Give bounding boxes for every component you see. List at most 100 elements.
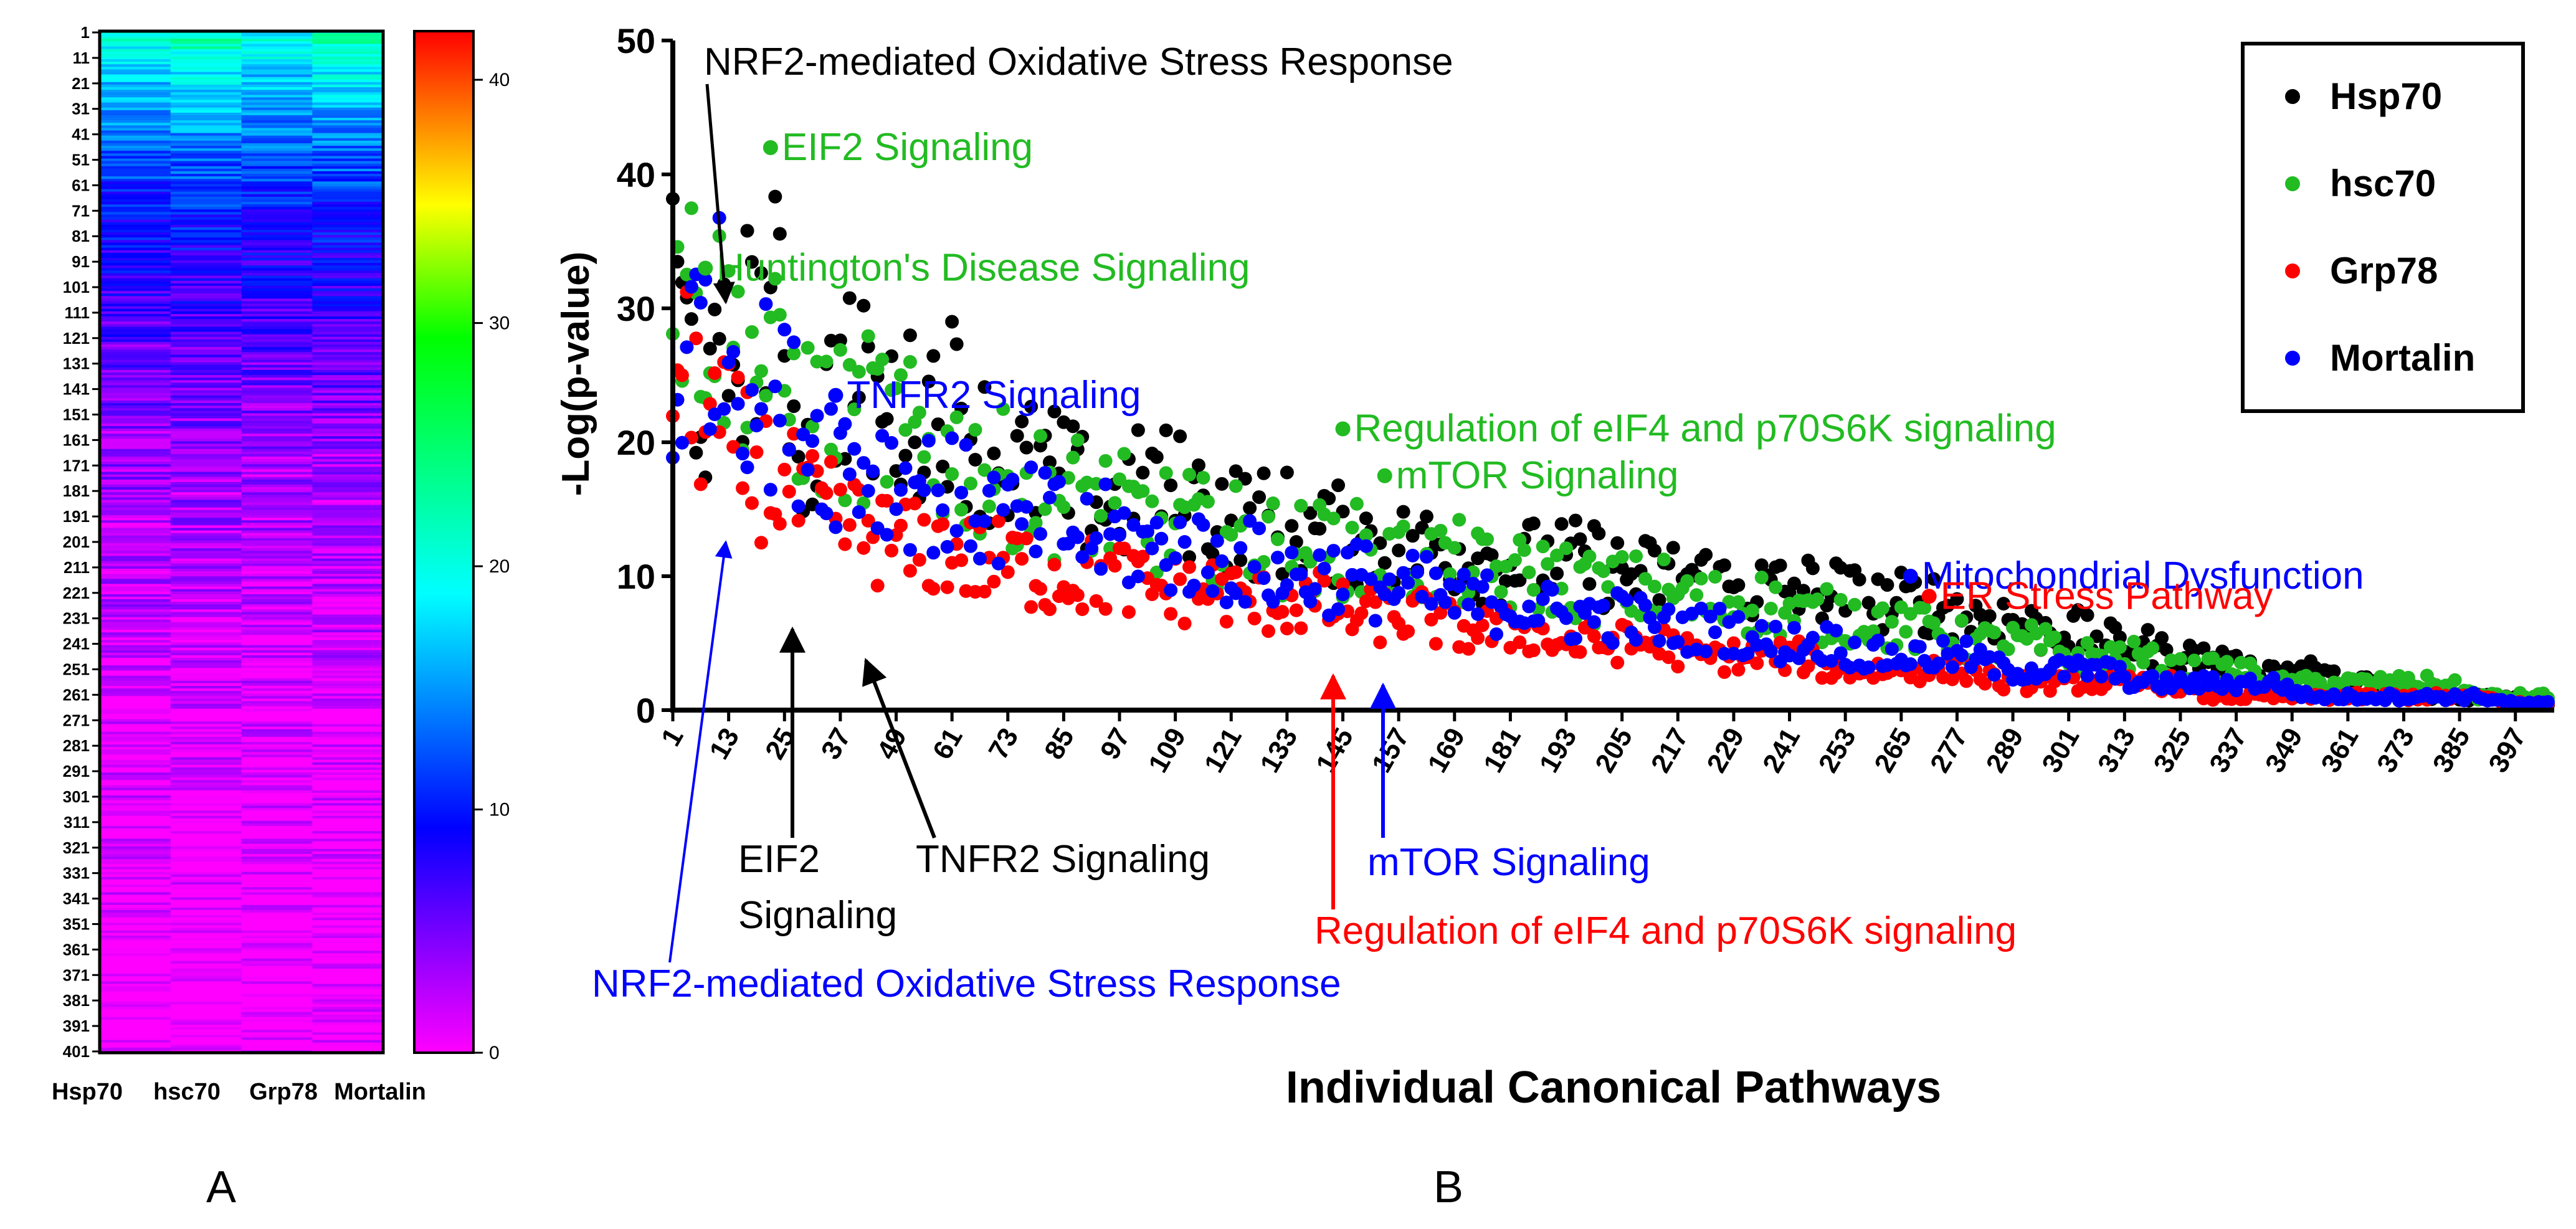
heatmap-cell	[170, 459, 242, 462]
heatmap-cell	[100, 757, 171, 761]
heatmap-cell	[312, 283, 384, 287]
data-point-hsc70	[1066, 450, 1080, 465]
data-point-hsp70	[1289, 535, 1303, 549]
heatmap-cell	[100, 991, 171, 995]
heatmap-cell	[312, 451, 384, 455]
heatmap-cell	[241, 451, 313, 455]
heatmap-cell	[100, 362, 171, 366]
heatmap-cell	[312, 237, 384, 240]
heatmap-cell	[312, 915, 384, 918]
data-point-grp78	[1262, 624, 1276, 638]
callout-nrf2-blue-arrow	[668, 540, 733, 963]
heatmap-cell	[312, 979, 384, 982]
heatmap-cell	[170, 887, 242, 890]
heatmap-cell	[312, 599, 384, 602]
heatmap-cell	[100, 902, 171, 906]
heatmap-cell	[100, 439, 171, 442]
data-point-hsc70	[1615, 550, 1629, 564]
heatmap-cell	[100, 976, 171, 979]
data-point-hsc70	[880, 475, 894, 489]
heatmap-cell	[241, 528, 313, 531]
heatmap-row-tick-label: 101	[63, 278, 90, 297]
data-point-mortalin	[721, 355, 736, 369]
heatmap-cell	[312, 831, 384, 834]
heatmap-cell	[312, 798, 384, 801]
heatmap-cell	[100, 401, 171, 404]
heatmap-cell	[241, 260, 313, 263]
heatmap-cell	[170, 401, 242, 404]
heatmap-cell	[241, 918, 313, 921]
heatmap-cell	[312, 826, 384, 829]
data-point-mortalin	[949, 524, 964, 538]
heatmap-cell	[100, 321, 171, 325]
heatmap-cell	[312, 885, 384, 888]
data-point-grp78	[880, 494, 894, 508]
highlight-point	[698, 260, 713, 276]
heatmap-cell	[100, 734, 171, 738]
data-point-hsp70	[1699, 548, 1713, 562]
data-point-hsc70	[949, 410, 964, 424]
data-point-hsp70	[2080, 608, 2094, 622]
heatmap-cell	[312, 401, 384, 404]
highlight-point	[828, 387, 844, 403]
heatmap-cell	[100, 110, 171, 113]
heatmap-cell	[241, 846, 313, 850]
data-point-hsc70	[1224, 528, 1238, 542]
heatmap-cell	[241, 1002, 313, 1005]
heatmap-cell	[241, 280, 313, 284]
heatmap-cell	[241, 349, 313, 353]
heatmap-cell	[100, 352, 171, 356]
data-point-grp78	[1471, 631, 1485, 645]
heatmap-cell	[100, 377, 171, 381]
heatmap-cell	[241, 525, 313, 529]
x-tick-label: 37	[815, 723, 857, 765]
data-point-hsp70	[1164, 478, 1178, 493]
heatmap-cell	[100, 408, 171, 411]
heatmap-cell	[100, 507, 171, 511]
data-point-grp78	[1289, 603, 1303, 617]
data-point-hsc70	[1629, 549, 1643, 563]
heatmap-cell	[241, 586, 313, 590]
heatmap-cell	[170, 759, 242, 763]
heatmap-cell	[100, 166, 171, 169]
heatmap-cell	[312, 1004, 384, 1007]
heatmap-cell	[312, 492, 384, 495]
data-point-hsp70	[1024, 399, 1038, 414]
heatmap-cell	[100, 123, 171, 126]
heatmap-cell	[312, 202, 384, 205]
data-point-hsc70	[2146, 641, 2160, 655]
data-point-hsc70	[759, 389, 773, 403]
data-point-hsc70	[1541, 557, 1555, 571]
data-point-mortalin	[1313, 548, 1327, 562]
heatmap-cell	[241, 441, 313, 445]
data-point-hsc70	[1638, 572, 1653, 586]
heatmap-cell	[170, 658, 242, 661]
data-point-grp78	[954, 553, 969, 567]
data-point-grp78	[806, 448, 820, 463]
heatmap-cell	[312, 795, 384, 799]
data-point-mortalin	[838, 417, 852, 431]
data-point-mortalin	[1303, 594, 1318, 609]
heatmap-cell	[312, 591, 384, 595]
heatmap-cell	[170, 1025, 242, 1028]
heatmap-cell	[170, 640, 242, 643]
heatmap-cell	[100, 174, 171, 177]
legend-marker-mortalin	[2285, 351, 2300, 366]
heatmap-cell	[100, 1042, 171, 1046]
heatmap-cell	[100, 474, 171, 478]
heatmap-cell	[170, 362, 242, 366]
data-point-hsc70	[1764, 601, 1778, 615]
heatmap-cell	[312, 69, 384, 73]
heatmap-cell	[170, 1017, 242, 1020]
heatmap-cell	[312, 614, 384, 618]
heatmap-cell	[170, 902, 242, 906]
highlight-point	[1903, 569, 1918, 584]
heatmap-cell	[170, 123, 242, 126]
heatmap-cell	[312, 762, 384, 766]
data-point-mortalin	[1959, 634, 1974, 648]
heatmap-cell	[100, 387, 171, 391]
heatmap-cell	[312, 828, 384, 832]
heatmap-cell	[100, 566, 171, 569]
heatmap-cell	[312, 301, 384, 305]
